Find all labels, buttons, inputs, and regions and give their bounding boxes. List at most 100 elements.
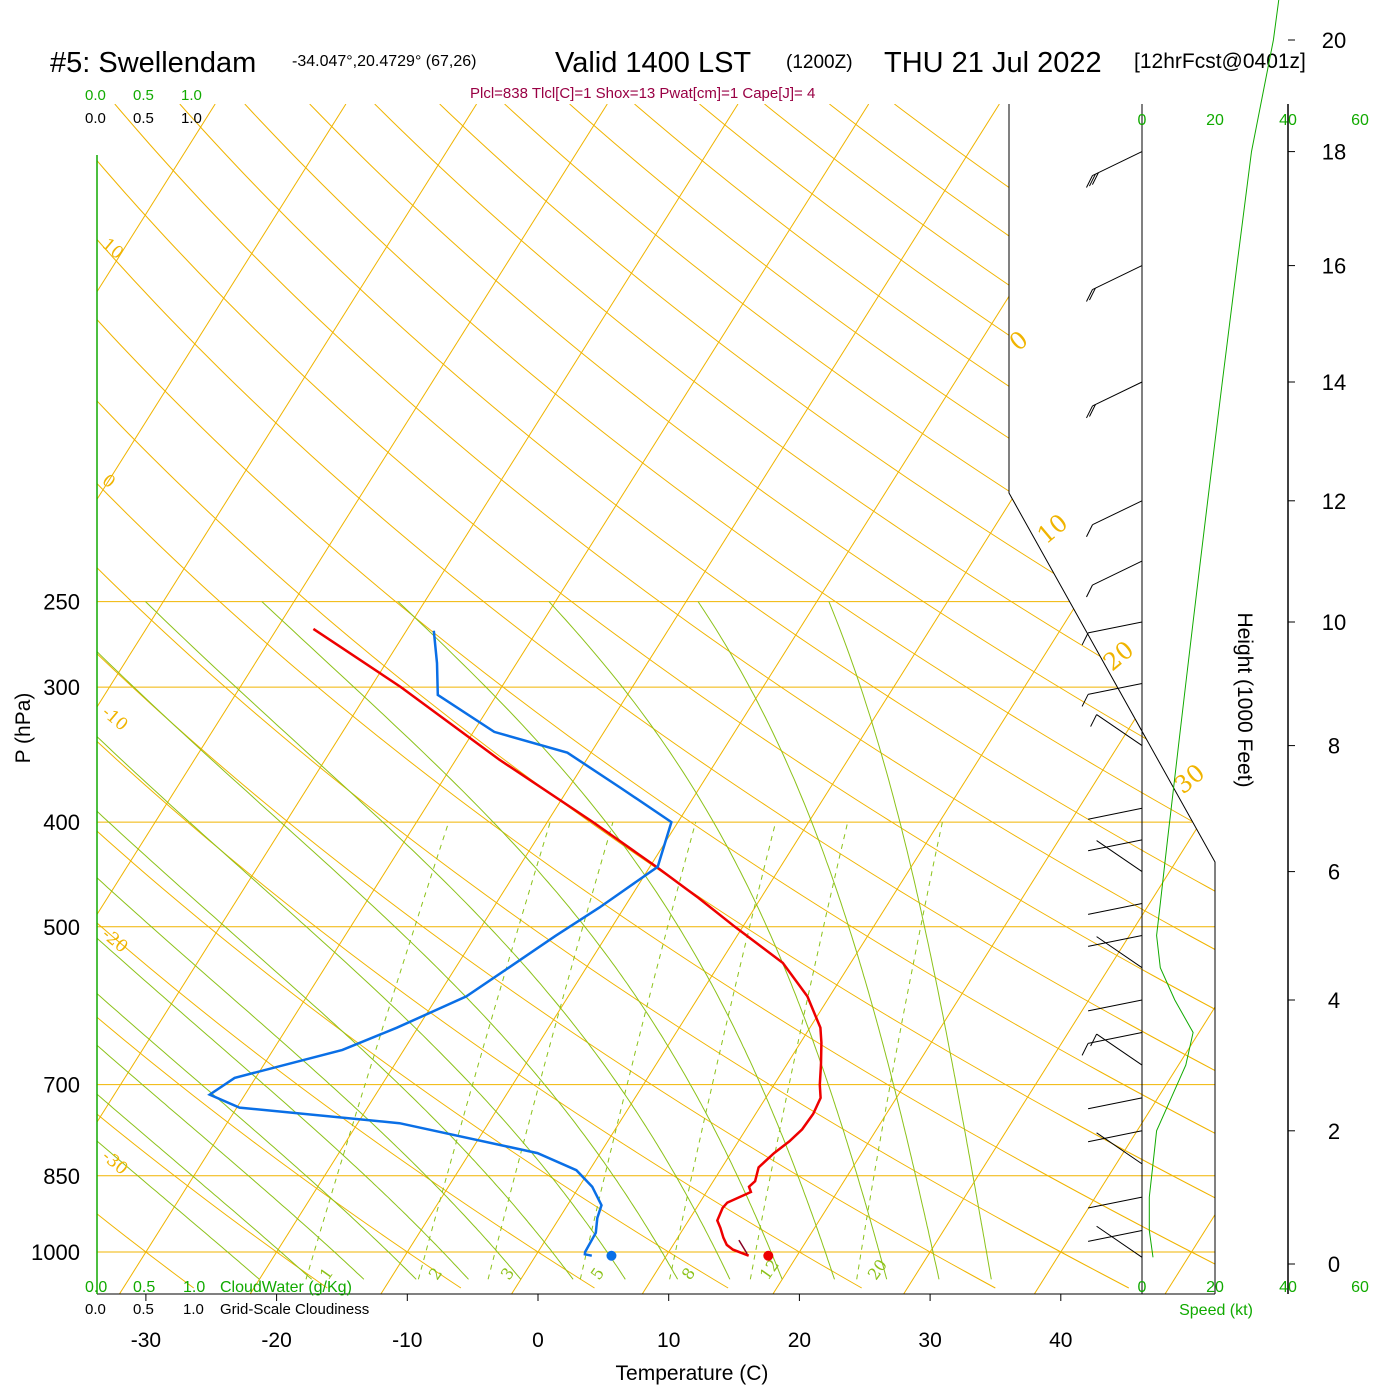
isotherm-label: 10 [1032,509,1073,550]
y-tick-label: 700 [43,1073,80,1098]
x-tick-label: -10 [392,1329,422,1352]
dry-adiabat-line [309,104,1215,1289]
moist-adiabat-line [145,601,731,1280]
x-tick-label: 20 [788,1329,811,1352]
mixing-ratio-line [749,821,849,1280]
mixing-ratio-label: 2 [425,1264,446,1283]
dry-adiabat-line [179,104,1215,1289]
parcel-trace [738,1239,748,1255]
dry-adiabat-line [504,104,1215,1289]
wind-barb [1092,151,1143,176]
wind-barb [1096,1033,1143,1066]
wind-barb [1087,807,1143,820]
height-tick-label: 18 [1322,140,1346,165]
wind-barb [1087,683,1143,695]
bottom-green-scale-2: 1.0 [183,1279,205,1296]
dry-adiabat-line [894,104,1215,1289]
speed-tick-bottom-1: 20 [1206,1279,1224,1296]
top-black-scale-0: 0.0 [85,110,106,127]
moist-adiabat-line [97,601,626,1280]
wind-barb-flag [1090,714,1098,727]
top-green-scale-2: 1.0 [181,87,202,104]
chart-axes: Temperature (C) P (hPa) Height (1000 Fee… [12,612,1256,1385]
wind-speed-profile [1148,0,1280,1258]
top-green-scale-1: 0.5 [133,87,154,104]
x-tick-label: -20 [261,1329,291,1352]
y-tick-label: 400 [43,810,80,835]
wind-barb-flag [1091,172,1099,185]
moist-adiabat-line [828,601,992,1280]
mixing-ratio-line [305,821,450,1280]
dry-adiabat-line [97,104,595,1289]
cloudiness-label: Grid-Scale Cloudiness [220,1301,369,1318]
wind-barb-flag [1088,404,1096,417]
moist-adiabat-line [261,601,783,1280]
mixing-ratio-line [579,821,697,1280]
dry-adiabat-line [97,104,862,1289]
height-tick-label: 6 [1328,860,1340,885]
isotherm-line [119,104,870,1294]
wind-barb-flag [1086,584,1093,598]
height-tick-label: 12 [1322,489,1346,514]
dry-adiabat-line [699,104,1215,1289]
wind-barb [1092,500,1143,526]
speed-tick-bottom-3: 60 [1351,1279,1369,1296]
mixing-ratio-label: 8 [678,1264,699,1283]
moist-adiabat-line [548,601,888,1280]
temperature-trace [312,627,823,1257]
x-tick-label: 0 [532,1329,544,1352]
isotherm-line [249,104,1000,1294]
isotherm-label: 0 [1004,325,1034,356]
moist-adiabat-line [697,601,940,1280]
dry-adiabat-line [97,104,1130,1289]
bottom-black-scale-0: 0.0 [85,1301,106,1318]
moist-adiabat-line [397,601,835,1280]
height-axis-label: Height (1000 Feet) [1233,612,1256,787]
height-tick-label: 4 [1328,988,1340,1013]
isotherm-line [97,104,608,1294]
wind-barb-flag [1086,405,1093,419]
moist-adiabat-line [97,601,365,1280]
wind-barb [1092,381,1143,407]
top-black-scale-1: 0.5 [133,110,154,127]
mixing-ratio-label: 3 [497,1264,518,1283]
dry-adiabat-line [97,104,1215,1289]
dry-adiabat-line [97,104,1215,1289]
bottom-green-scale-1: 0.5 [133,1279,155,1296]
speed-tick-top-0: 0 [1138,112,1147,129]
speed-tick-top-1: 20 [1206,112,1224,129]
wind-barb [1087,1097,1143,1110]
y-tick-label: 1000 [31,1240,80,1265]
isotherm-line [97,104,739,1294]
wind-barb-flag [1088,173,1096,187]
wind-barb [1087,1229,1143,1242]
x-tick-label: 10 [657,1329,680,1352]
y-tick-label: 300 [43,675,80,700]
station-coords: -34.047°,20.4729° (67,26) [292,53,476,70]
isotherm-line [97,104,347,1294]
dry-adiabat-label: -30 [98,1147,132,1180]
wind-barb [1092,560,1143,586]
mixing-ratio-line [417,821,551,1280]
moist-adiabat-line [97,601,469,1280]
surface-dewpoint-dot [606,1250,617,1261]
wind-barb [1096,714,1143,747]
wind-barb [1092,265,1143,290]
frame-right [1008,104,1216,1294]
dry-adiabat-line [634,104,1215,1289]
x-axis-label: Temperature (C) [616,1362,769,1385]
bottom-black-scale-1: 0.5 [133,1301,154,1318]
height-tick-label: 20 [1322,28,1346,53]
dewpoint-trace [207,630,673,1257]
mixing-ratio-label: 5 [587,1264,608,1283]
wind-barb [1096,936,1143,969]
y-tick-label: 850 [43,1164,80,1189]
sounding-indices: Plcl=838 Tlcl[C]=1 Shox=13 Pwat[cm]=1 Ca… [470,85,815,102]
wind-barb-flag [1086,524,1093,537]
y-tick-label: 250 [43,590,80,615]
dry-adiabat-line [114,104,1215,1289]
station-label: #5: Swellendam [50,47,256,79]
thermodynamic-background [97,104,1215,1294]
